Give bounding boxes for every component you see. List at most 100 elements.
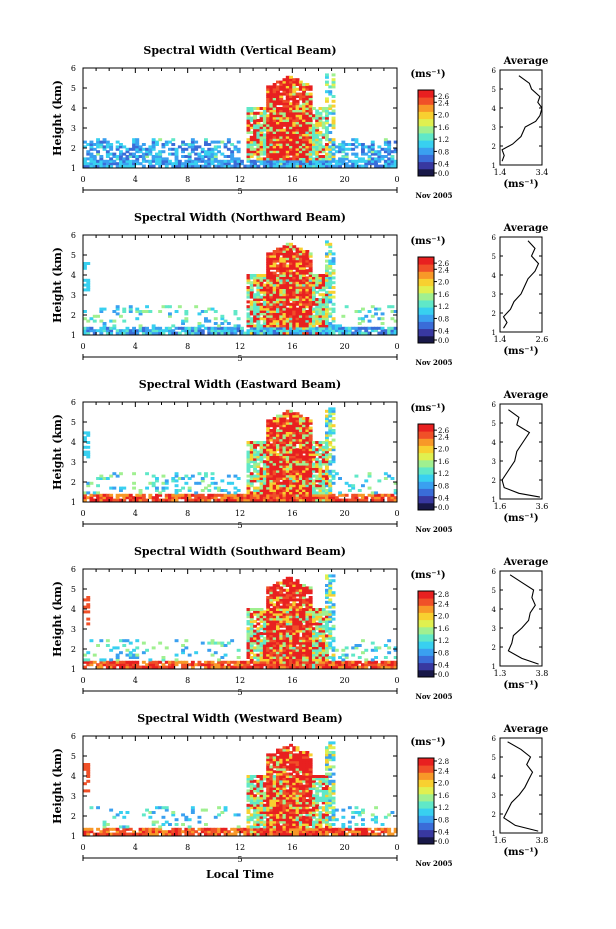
heatmap-cell [289, 157, 293, 161]
heatmap-cell [256, 469, 261, 473]
heatmap-cell [141, 641, 146, 645]
heatmap-cell [246, 443, 251, 447]
heatmap-cell [282, 102, 287, 106]
heatmap-cell [151, 143, 156, 146]
heatmap-cell [315, 639, 320, 643]
heatmap-cell [351, 646, 356, 650]
heatmap-cell [292, 329, 297, 333]
heatmap-cell [213, 140, 218, 144]
heatmap-cell [305, 276, 310, 280]
heatmap-cell [246, 109, 251, 113]
heatmap-cell [259, 138, 264, 142]
heatmap-cell [370, 162, 375, 166]
heatmap-cell [161, 486, 166, 490]
heatmap-cell [246, 107, 251, 110]
heatmap-cell [132, 162, 136, 166]
heatmap-cell [86, 262, 91, 265]
heatmap-cell [302, 481, 306, 485]
heatmap-cell [279, 438, 284, 442]
heatmap-cell [259, 326, 264, 330]
heatmap-cell [269, 107, 274, 110]
heatmap-cell [253, 295, 257, 299]
heatmap-cell [321, 498, 326, 502]
heatmap-cell [262, 331, 267, 335]
colorbar-swatch [418, 264, 434, 272]
heatmap-cell [187, 477, 192, 480]
heatmap-cell [285, 290, 290, 294]
heatmap-cell [318, 302, 323, 306]
heatmap-cell [302, 90, 306, 94]
heatmap-cell [338, 656, 342, 659]
heatmap-cell [259, 624, 264, 628]
heatmap-cell [285, 298, 290, 301]
heatmap-cell [83, 610, 87, 614]
heatmap-cell [99, 663, 104, 667]
profile-y-tick-label: 1 [492, 329, 496, 337]
colorbar-unit: (ms⁻¹) [410, 403, 445, 414]
heatmap-cell [276, 632, 280, 635]
heatmap-cell [276, 135, 280, 139]
heatmap-cell [220, 641, 225, 645]
heatmap-cell [289, 162, 293, 166]
heatmap-cell [325, 455, 329, 459]
heatmap-cell [351, 665, 356, 669]
heatmap-cell [302, 636, 306, 640]
heatmap-cell [328, 152, 333, 156]
heatmap-cell [331, 639, 336, 643]
heatmap-cell [262, 150, 267, 154]
heatmap-cell [321, 441, 326, 444]
heatmap-cell [269, 150, 274, 154]
heatmap-cell [298, 593, 303, 597]
x-tick-label: 0 [80, 175, 85, 184]
heatmap-cell [321, 155, 326, 158]
heatmap-cell [298, 660, 303, 664]
heatmap-cell [279, 92, 284, 96]
heatmap-cell [207, 329, 212, 333]
heatmap-cell [308, 269, 313, 273]
heatmap-cell [289, 622, 293, 626]
heatmap-cell [197, 155, 202, 158]
heatmap-cell [289, 274, 293, 277]
heatmap-cell [187, 331, 192, 335]
heatmap-cell [295, 157, 300, 161]
heatmap-cell [256, 331, 261, 335]
heatmap-cell [308, 603, 313, 607]
heatmap-cell [295, 78, 300, 82]
heatmap-cell [344, 331, 349, 335]
heatmap-cell [285, 295, 290, 299]
heatmap-cell [282, 443, 287, 447]
heatmap-cell [83, 145, 87, 149]
heatmap-cell [272, 257, 277, 261]
heatmap-cell [357, 329, 362, 333]
heatmap-cell [125, 496, 130, 500]
heatmap-cell [102, 147, 107, 151]
heatmap-cell [331, 448, 336, 452]
heatmap-cell [259, 143, 264, 146]
heatmap-cell [249, 302, 254, 306]
heatmap-cell [361, 150, 365, 154]
heatmap-cell [331, 653, 336, 657]
heatmap-cell [295, 615, 300, 619]
heatmap-cell [282, 641, 287, 645]
heatmap-cell [377, 155, 382, 158]
heatmap-cell [128, 329, 133, 333]
heatmap-cell [266, 663, 271, 667]
heatmap-cell [132, 481, 136, 485]
heatmap-cell [318, 288, 323, 292]
heatmap-cell [282, 493, 287, 497]
heatmap-cell [187, 663, 192, 667]
heatmap-cell [279, 620, 284, 623]
heatmap-cell [315, 644, 320, 647]
heatmap-cell [321, 150, 326, 154]
heatmap-cell [168, 326, 172, 330]
heatmap-cell [272, 586, 277, 590]
heatmap-cell [289, 119, 293, 122]
heatmap-cell [285, 455, 290, 459]
heatmap-cell [279, 131, 284, 134]
heatmap-cell [305, 665, 310, 669]
heatmap-cell [302, 593, 306, 597]
heatmap-cell [295, 295, 300, 299]
heatmap-cell [200, 157, 205, 161]
heatmap-cell [102, 658, 107, 662]
heatmap-cell [331, 143, 336, 146]
